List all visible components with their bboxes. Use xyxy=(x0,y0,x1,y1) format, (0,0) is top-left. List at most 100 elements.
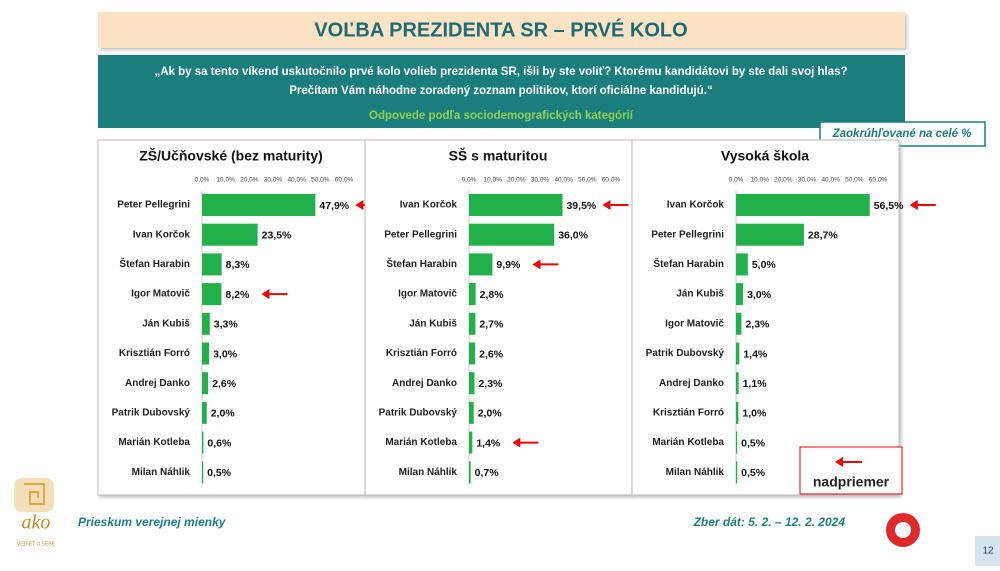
x-tick-label: 0,0% xyxy=(462,177,477,184)
bar xyxy=(469,253,493,276)
category-label: Andrej Danko xyxy=(125,378,190,389)
title: VOĽBA PREZIDENTA SR – PRVÉ KOLO xyxy=(314,18,687,41)
legend-box xyxy=(799,446,903,495)
value-label: 1,0% xyxy=(742,408,767,420)
value-label: 2,3% xyxy=(745,319,770,331)
bar xyxy=(469,461,471,484)
category-label: Peter Pellegrini xyxy=(117,200,190,211)
category-label: Peter Pellegrini xyxy=(384,229,457,240)
category-label: Krisztián Forró xyxy=(653,408,724,419)
category-label: Ján Kubiš xyxy=(409,318,457,329)
highlight-arrow-head xyxy=(355,200,364,210)
x-tick-label: 10,0% xyxy=(216,177,235,184)
bar xyxy=(202,253,222,276)
x-tick-label: 40,0% xyxy=(821,177,840,184)
bar xyxy=(202,431,204,454)
bar xyxy=(469,194,563,216)
category-label: Peter Pellegrini xyxy=(651,229,724,240)
page-number: 12 xyxy=(982,546,994,557)
bar xyxy=(736,461,738,484)
x-tick-label: 20,0% xyxy=(240,177,259,184)
highlight-arrow-head xyxy=(909,200,918,210)
question-box xyxy=(98,55,905,128)
x-tick-label: 30,0% xyxy=(264,177,283,184)
bar xyxy=(469,312,476,335)
category-label: Patrik Dubovský xyxy=(646,348,725,359)
category-label: Patrik Dubovský xyxy=(379,408,458,419)
bar xyxy=(736,401,739,424)
bar xyxy=(469,283,476,306)
x-tick-label: 30,0% xyxy=(531,177,550,184)
highlight-arrow-head xyxy=(532,259,541,270)
category-label: Ivan Korčok xyxy=(667,200,725,211)
value-label: 1,4% xyxy=(743,348,768,360)
note: Zaokrúhľované na celé % xyxy=(832,128,972,140)
value-label: 2,7% xyxy=(479,319,504,331)
footer-left: Prieskum verejnej mienky xyxy=(78,515,227,529)
logo: ako VEDIEŤ O SEBE xyxy=(14,478,56,547)
category-label: Marián Kotleba xyxy=(652,437,724,448)
x-tick-label: 30,0% xyxy=(798,177,817,184)
x-tick-label: 60,0% xyxy=(602,177,621,184)
value-label: 56,5% xyxy=(874,200,904,212)
value-label: 3,3% xyxy=(214,319,239,331)
x-tick-label: 20,0% xyxy=(507,177,526,184)
value-label: 28,7% xyxy=(808,229,838,241)
x-tick-label: 10,0% xyxy=(483,177,502,184)
bar xyxy=(736,283,744,306)
x-tick-label: 40,0% xyxy=(287,177,306,184)
category-label: Igor Matovič xyxy=(665,318,724,329)
category-label: Igor Matovič xyxy=(131,289,190,300)
category-label: Krisztián Forró xyxy=(386,348,457,359)
subtitle: Odpovede podľa sociodemografických kateg… xyxy=(369,110,634,122)
category-label: Milan Náhlik xyxy=(666,467,725,478)
highlight-arrow-head xyxy=(512,437,521,448)
value-label: 2,0% xyxy=(211,408,236,420)
bar xyxy=(469,372,475,395)
bar xyxy=(736,342,740,365)
x-tick-label: 50,0% xyxy=(845,177,864,184)
question: „Ak by sa tento víkend uskutočnilo prvé … xyxy=(154,66,847,78)
legend-arrow-head xyxy=(835,457,843,467)
category-label: Ján Kubiš xyxy=(676,289,724,300)
value-label: 36,0% xyxy=(558,229,588,241)
chart-title: ZŠ/Učňovské (bez maturity) xyxy=(139,147,323,164)
bar xyxy=(202,194,316,216)
value-label: 0,5% xyxy=(207,467,232,479)
highlight-arrow-head xyxy=(602,200,611,210)
page-box xyxy=(975,536,1000,566)
value-label: 2,6% xyxy=(212,378,237,390)
bar xyxy=(202,342,210,365)
category-label: Ivan Korčok xyxy=(133,229,191,240)
category-label: Ján Kubiš xyxy=(142,318,190,329)
category-label: Andrej Danko xyxy=(392,378,457,389)
value-label: 8,3% xyxy=(226,259,251,271)
value-label: 2,0% xyxy=(478,408,503,420)
bar xyxy=(736,194,870,216)
category-label: Milan Náhlik xyxy=(132,467,191,478)
category-label: Štefan Harabin xyxy=(653,257,724,270)
x-tick-label: 20,0% xyxy=(774,177,793,184)
x-tick-label: 0,0% xyxy=(729,177,744,184)
brand-logo-inner xyxy=(895,522,911,538)
bar xyxy=(202,283,222,306)
category-label: Andrej Danko xyxy=(659,378,724,389)
category-label: Patrik Dubovský xyxy=(112,408,191,419)
value-label: 3,0% xyxy=(213,348,238,360)
logo-tagline: VEDIEŤ O SEBE xyxy=(17,539,56,547)
chart-title: SŠ s maturitou xyxy=(449,147,548,164)
bar xyxy=(469,342,476,365)
x-tick-label: 40,0% xyxy=(554,177,573,184)
value-label: 9,9% xyxy=(496,259,521,271)
x-tick-label: 60,0% xyxy=(335,177,354,184)
bar xyxy=(736,431,738,454)
value-label: 5,0% xyxy=(752,259,777,271)
value-label: 0,5% xyxy=(741,467,766,479)
bar xyxy=(736,223,804,246)
value-label: 47,9% xyxy=(319,200,349,212)
value-label: 3,0% xyxy=(747,289,772,301)
x-tick-label: 50,0% xyxy=(311,177,330,184)
bar xyxy=(736,372,739,395)
value-label: 1,1% xyxy=(743,378,768,390)
bar xyxy=(736,253,748,276)
